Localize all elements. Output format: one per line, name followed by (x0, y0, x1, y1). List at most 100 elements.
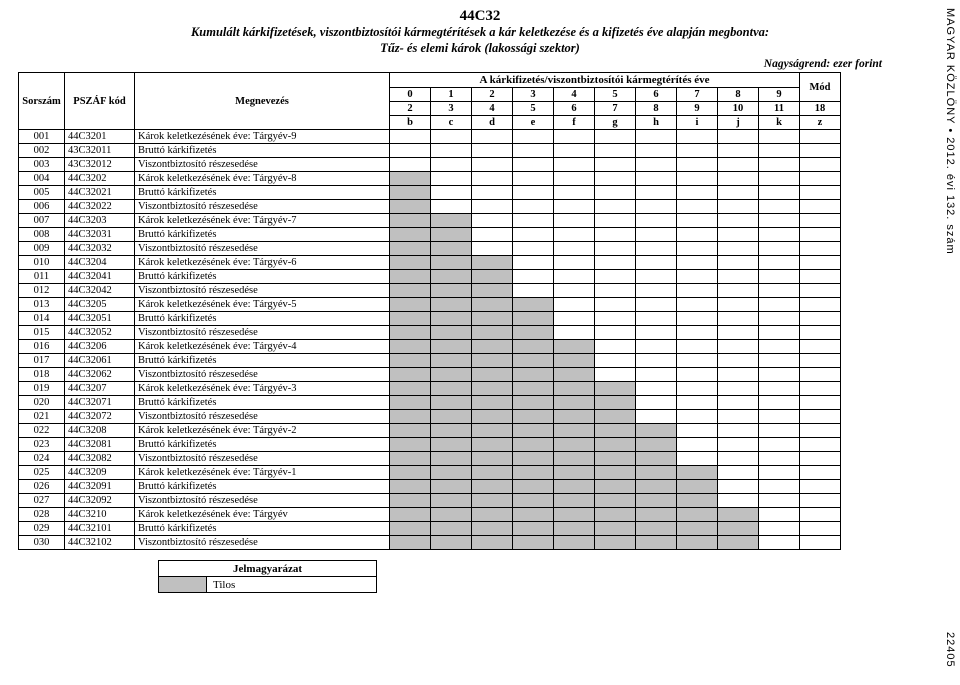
cell-year-4 (554, 270, 595, 284)
cell-sorszam: 025 (19, 466, 65, 480)
cell-mod (800, 508, 841, 522)
cell-kod: 44C32081 (65, 438, 135, 452)
cell-year-0 (390, 368, 431, 382)
cell-year-0 (390, 354, 431, 368)
header-year-2: 2 (472, 88, 513, 102)
cell-mod (800, 368, 841, 382)
cell-year-0 (390, 494, 431, 508)
cell-mod (800, 298, 841, 312)
cell-year-6 (636, 494, 677, 508)
cell-megnevezes: Viszontbiztosító részesedése (135, 284, 390, 298)
cell-year-1 (431, 340, 472, 354)
header-year-4: 4 (554, 88, 595, 102)
cell-megnevezes: Viszontbiztosító részesedése (135, 200, 390, 214)
cell-year-8 (718, 340, 759, 354)
cell-year-1 (431, 242, 472, 256)
cell-mod (800, 172, 841, 186)
cell-kod: 44C3202 (65, 172, 135, 186)
cell-year-7 (677, 298, 718, 312)
cell-mod (800, 452, 841, 466)
cell-year-7 (677, 312, 718, 326)
cell-year-9 (759, 424, 800, 438)
table-row: 01044C3204Károk keletkezésének éve: Tárg… (19, 256, 841, 270)
cell-year-9 (759, 200, 800, 214)
cell-year-6 (636, 354, 677, 368)
cell-year-9 (759, 536, 800, 550)
cell-year-3 (513, 130, 554, 144)
cell-year-5 (595, 326, 636, 340)
cell-year-3 (513, 466, 554, 480)
cell-year-5 (595, 340, 636, 354)
table-row: 01944C3207Károk keletkezésének éve: Tárg… (19, 382, 841, 396)
cell-year-3 (513, 494, 554, 508)
cell-year-6 (636, 522, 677, 536)
cell-year-2 (472, 214, 513, 228)
cell-year-5 (595, 228, 636, 242)
cell-mod (800, 466, 841, 480)
table-row: 01344C3205Károk keletkezésének éve: Tárg… (19, 298, 841, 312)
cell-year-4 (554, 284, 595, 298)
cell-year-7 (677, 494, 718, 508)
cell-year-9 (759, 480, 800, 494)
cell-year-2 (472, 158, 513, 172)
cell-year-3 (513, 200, 554, 214)
cell-year-1 (431, 256, 472, 270)
cell-year-8 (718, 522, 759, 536)
cell-year-0 (390, 438, 431, 452)
cell-kod: 43C32012 (65, 158, 135, 172)
cell-mod (800, 340, 841, 354)
legend-title: Jelmagyarázat (159, 561, 377, 577)
cell-year-2 (472, 424, 513, 438)
cell-year-9 (759, 144, 800, 158)
header-subnum-6: 8 (636, 102, 677, 116)
cell-year-5 (595, 298, 636, 312)
table-row: 03044C32102Viszontbiztosító részesedése (19, 536, 841, 550)
cell-year-3 (513, 396, 554, 410)
cell-year-2 (472, 382, 513, 396)
cell-year-7 (677, 144, 718, 158)
cell-mod (800, 494, 841, 508)
cell-year-3 (513, 508, 554, 522)
cell-year-0 (390, 228, 431, 242)
cell-year-2 (472, 340, 513, 354)
cell-sorszam: 007 (19, 214, 65, 228)
cell-year-3 (513, 144, 554, 158)
cell-year-5 (595, 354, 636, 368)
cell-year-4 (554, 382, 595, 396)
cell-year-2 (472, 438, 513, 452)
cell-megnevezes: Bruttó kárkifizetés (135, 270, 390, 284)
cell-year-0 (390, 480, 431, 494)
cell-year-2 (472, 466, 513, 480)
cell-year-0 (390, 200, 431, 214)
cell-megnevezes: Bruttó kárkifizetés (135, 396, 390, 410)
cell-megnevezes: Károk keletkezésének éve: Tárgyév-6 (135, 256, 390, 270)
cell-year-7 (677, 214, 718, 228)
cell-year-6 (636, 326, 677, 340)
cell-year-8 (718, 242, 759, 256)
cell-year-8 (718, 410, 759, 424)
cell-sorszam: 028 (19, 508, 65, 522)
cell-year-4 (554, 480, 595, 494)
cell-year-2 (472, 480, 513, 494)
cell-kod: 44C3210 (65, 508, 135, 522)
cell-year-6 (636, 368, 677, 382)
cell-kod: 43C32011 (65, 144, 135, 158)
cell-year-1 (431, 480, 472, 494)
cell-year-5 (595, 368, 636, 382)
cell-year-3 (513, 270, 554, 284)
cell-year-4 (554, 326, 595, 340)
legend-swatch (159, 577, 207, 593)
cell-year-7 (677, 326, 718, 340)
cell-kod: 44C32102 (65, 536, 135, 550)
cell-mod (800, 424, 841, 438)
cell-megnevezes: Károk keletkezésének éve: Tárgyév-4 (135, 340, 390, 354)
cell-year-4 (554, 494, 595, 508)
cell-year-2 (472, 228, 513, 242)
cell-year-2 (472, 256, 513, 270)
cell-year-7 (677, 452, 718, 466)
cell-megnevezes: Viszontbiztosító részesedése (135, 326, 390, 340)
header-subletter-6: h (636, 116, 677, 130)
cell-year-6 (636, 130, 677, 144)
cell-year-4 (554, 438, 595, 452)
cell-year-5 (595, 494, 636, 508)
